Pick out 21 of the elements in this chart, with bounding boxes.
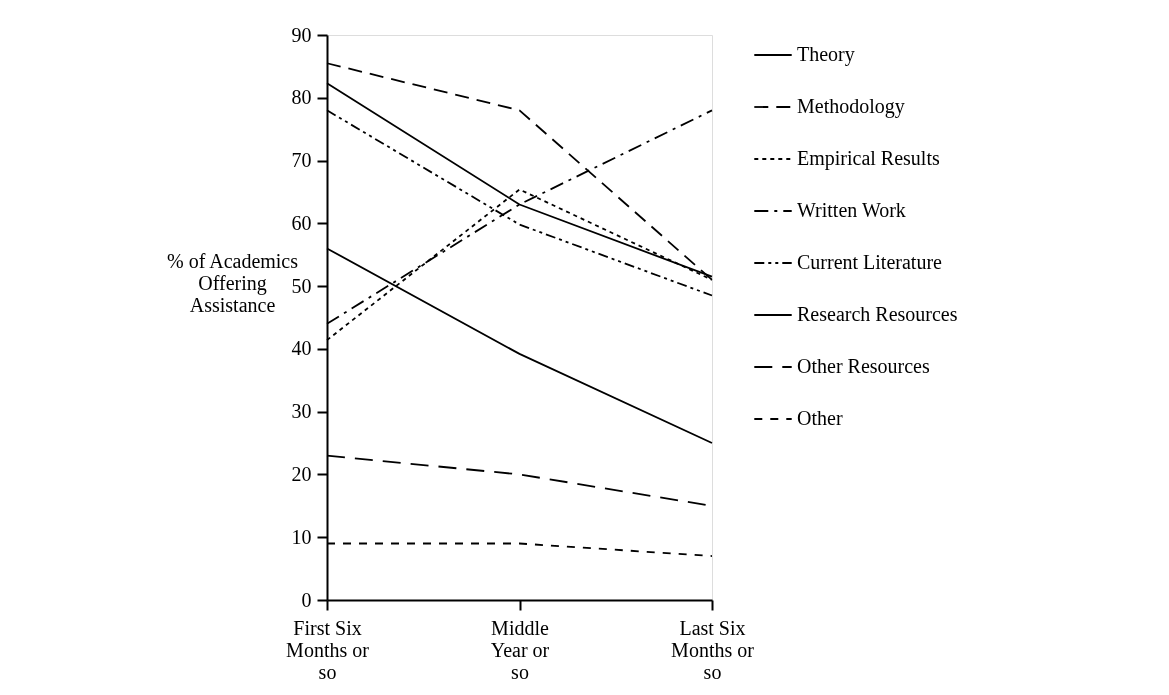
y-tick-label: 10 <box>291 525 312 548</box>
legend-label: Research Resources <box>797 303 958 325</box>
y-tick-label: 0 <box>301 588 312 611</box>
x-tick-label: Middle Year or so <box>490 616 550 683</box>
x-tick-label: First Six Months or so <box>286 616 370 683</box>
y-tick-label: 50 <box>291 274 312 297</box>
y-tick-label: 30 <box>291 400 312 423</box>
legend-label: Theory <box>797 43 855 66</box>
legend-label: Other Resources <box>797 355 930 377</box>
y-tick-label: 70 <box>291 149 312 172</box>
y-tick-label: 80 <box>291 86 312 109</box>
legend-label: Written Work <box>797 199 906 221</box>
legend-label: Methodology <box>797 95 905 118</box>
legend-label: Other <box>797 407 843 429</box>
x-tick-label: Last Six Months or so <box>671 616 755 683</box>
y-tick-label: 90 <box>291 23 312 46</box>
y-tick-label: 60 <box>291 211 312 234</box>
legend-label: Current Literature <box>797 251 943 273</box>
legend-label: Empirical Results <box>797 147 940 170</box>
y-tick-label: 40 <box>291 337 312 360</box>
y-tick-label: 20 <box>291 462 312 485</box>
